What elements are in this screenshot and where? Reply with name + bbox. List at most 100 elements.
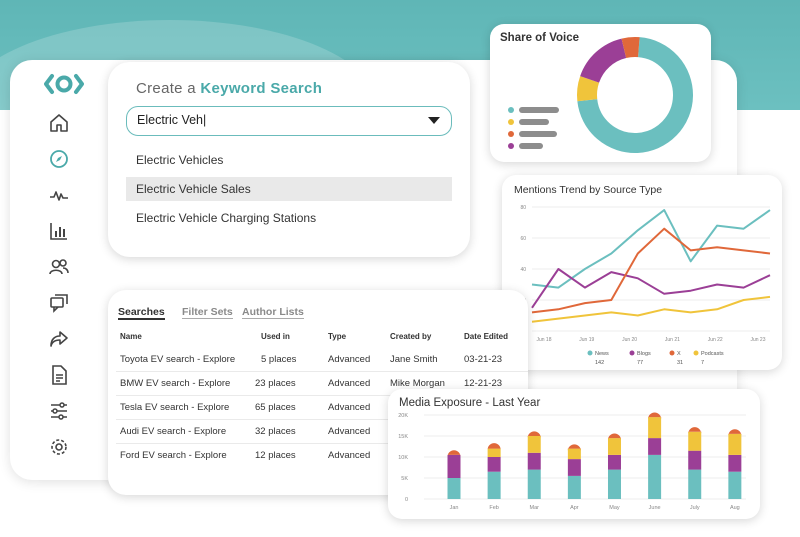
sliders-icon[interactable] bbox=[48, 400, 70, 422]
bar-segment bbox=[487, 443, 501, 450]
row-name: BMW EV search - Explore bbox=[120, 378, 231, 389]
legend-total: 7 bbox=[701, 360, 704, 366]
mentions-trend-card: Mentions Trend by Source Type 806040200J… bbox=[502, 175, 782, 370]
legend-label: X bbox=[677, 351, 681, 357]
media-exposure-title: Media Exposure - Last Year bbox=[399, 397, 541, 409]
series-line bbox=[531, 227, 771, 314]
row-name: Audi EV search - Explore bbox=[120, 426, 227, 437]
suggestion-item[interactable]: Electric Vehicles bbox=[136, 153, 224, 167]
y-tick-label: 80 bbox=[520, 205, 526, 211]
bar-segment bbox=[447, 450, 461, 457]
legend-total: 77 bbox=[637, 360, 643, 366]
home-icon[interactable] bbox=[48, 112, 70, 134]
x-tick-label: Jun 20 bbox=[622, 337, 637, 343]
x-tick-label: Mar bbox=[530, 505, 540, 511]
bar-segment bbox=[648, 412, 662, 419]
bar-segment bbox=[607, 454, 621, 470]
compass-icon[interactable] bbox=[48, 148, 70, 170]
table-row[interactable]: BMW EV search - Explore 23 places Advanc… bbox=[116, 372, 528, 396]
row-type: Advanced bbox=[328, 354, 371, 365]
media-exposure-card: Media Exposure - Last Year 20K 15K 10K 5K 0 J… bbox=[388, 389, 760, 519]
table-row[interactable]: Toyota EV search - Explore 5 places Adva… bbox=[116, 348, 528, 372]
bar-segment bbox=[688, 469, 702, 499]
bar-segment bbox=[447, 478, 461, 499]
share-icon[interactable] bbox=[48, 328, 70, 350]
table-row[interactable]: Audi EV search - Explore 32 places Advan… bbox=[116, 420, 528, 444]
column-header[interactable]: Used in bbox=[261, 332, 290, 341]
row-name: Ford EV search - Explore bbox=[120, 450, 227, 461]
x-tick-label: July bbox=[690, 505, 700, 511]
brand-logo[interactable] bbox=[44, 72, 84, 96]
table-row[interactable]: Tesla EV search - Explore 65 places Adva… bbox=[116, 396, 528, 420]
bar-segment bbox=[607, 469, 621, 499]
suggestion-item[interactable]: Electric Vehicle Charging Stations bbox=[136, 211, 317, 225]
legend-dot bbox=[587, 350, 593, 356]
bar-segment bbox=[688, 450, 702, 470]
keyword-search-input[interactable]: Electric Veh| bbox=[126, 106, 452, 136]
x-tick-label: Jun 18 bbox=[536, 337, 551, 343]
column-header[interactable]: Type bbox=[328, 332, 347, 341]
bar-segment bbox=[688, 431, 702, 451]
bar-segment bbox=[527, 469, 541, 499]
tab-searches[interactable]: Searches bbox=[118, 306, 165, 320]
row-used-in: 12 places bbox=[255, 450, 296, 461]
tab-filter-sets[interactable]: Filter Sets bbox=[182, 306, 233, 319]
share-of-voice-card: Share of Voice bbox=[490, 24, 711, 162]
y-tick-label: 20K bbox=[398, 413, 408, 419]
bar-segment bbox=[648, 438, 662, 455]
row-date: 03-21-23 bbox=[464, 354, 503, 365]
x-tick-label: Jun 19 bbox=[579, 337, 594, 343]
bar-segment bbox=[527, 436, 541, 453]
x-tick-label: Jan bbox=[450, 505, 459, 511]
bar-segment bbox=[728, 454, 742, 472]
table-row[interactable]: Ford EV search - Explore 12 places Advan… bbox=[116, 444, 528, 468]
legend-item bbox=[508, 130, 568, 138]
users-icon[interactable] bbox=[48, 256, 70, 278]
row-created-by: Jane Smith bbox=[390, 354, 438, 365]
activity-icon[interactable] bbox=[48, 184, 70, 206]
y-tick-label: 10K bbox=[398, 455, 408, 461]
row-type: Advanced bbox=[328, 426, 371, 437]
legend-total: 31 bbox=[677, 360, 683, 366]
y-tick-label: 15K bbox=[398, 434, 408, 440]
suggestion-item[interactable]: Electric Vehicle Sales bbox=[126, 177, 452, 201]
column-header[interactable]: Created by bbox=[390, 332, 432, 341]
sidebar bbox=[30, 72, 90, 462]
legend-item bbox=[508, 118, 568, 126]
x-tick-label: June bbox=[649, 505, 661, 511]
bar-segment bbox=[728, 471, 742, 499]
x-tick-label: Aug bbox=[730, 505, 740, 511]
share-of-voice-title: Share of Voice bbox=[500, 32, 580, 44]
legend-dot bbox=[669, 350, 675, 356]
chat-icon[interactable] bbox=[48, 292, 70, 314]
bar-segment bbox=[648, 454, 662, 499]
keyword-search-title: Create a Keyword Search bbox=[136, 80, 323, 97]
row-type: Advanced bbox=[328, 378, 371, 389]
chevron-down-icon[interactable] bbox=[428, 117, 440, 124]
legend-label: News bbox=[595, 351, 609, 357]
bar-chart-icon[interactable] bbox=[48, 220, 70, 242]
bar-segment bbox=[728, 433, 742, 455]
legend-dot bbox=[629, 350, 635, 356]
document-icon[interactable] bbox=[48, 364, 70, 386]
x-tick-label: Jun 22 bbox=[708, 337, 723, 343]
bar-segment bbox=[447, 454, 461, 478]
row-name: Toyota EV search - Explore bbox=[120, 354, 236, 365]
tab-author-lists[interactable]: Author Lists bbox=[242, 306, 304, 319]
row-used-in: 32 places bbox=[255, 426, 296, 437]
donut-slice bbox=[577, 76, 600, 102]
bar-segment bbox=[607, 438, 621, 455]
bar-segment bbox=[728, 429, 742, 436]
x-tick-label: Jun 21 bbox=[665, 337, 680, 343]
column-header[interactable]: Date Edited bbox=[464, 332, 509, 341]
bar-segment bbox=[487, 448, 501, 457]
column-header[interactable]: Name bbox=[120, 332, 142, 341]
donut-slice bbox=[577, 37, 693, 153]
row-type: Advanced bbox=[328, 402, 371, 413]
donut-slice bbox=[621, 37, 640, 59]
bar-segment bbox=[527, 431, 541, 438]
settings-icon[interactable] bbox=[48, 436, 70, 458]
bar-segment bbox=[607, 433, 621, 440]
bar-segment bbox=[487, 457, 501, 472]
bar-segment bbox=[567, 459, 581, 476]
